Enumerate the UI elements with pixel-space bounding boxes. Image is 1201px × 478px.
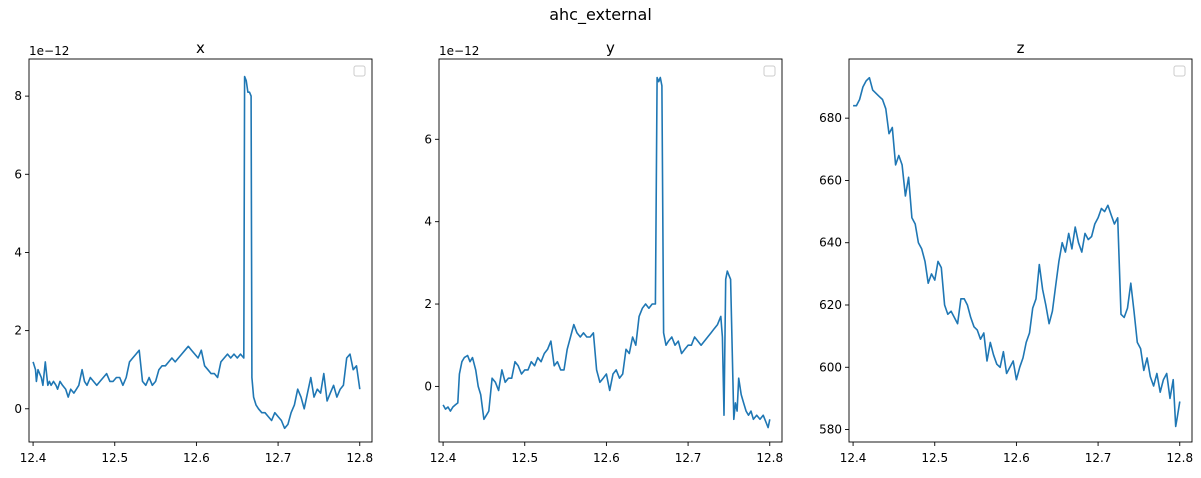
y-tick-label: 680 xyxy=(819,111,842,125)
y-tick-label: 2 xyxy=(424,297,432,311)
x-tick-label: 12.5 xyxy=(511,451,538,465)
series-line xyxy=(32,75,361,430)
y-offset-text: 1e−12 xyxy=(439,44,479,58)
x-tick-label: 12.8 xyxy=(756,451,783,465)
axes-frame xyxy=(848,58,1193,443)
y-tick-label: 620 xyxy=(819,298,842,312)
x-tick-label: 12.7 xyxy=(1085,451,1112,465)
y-tick-label: 0 xyxy=(424,379,432,393)
x-tick-label: 12.4 xyxy=(430,451,457,465)
legend-box xyxy=(353,65,366,77)
y-tick-label: 6 xyxy=(424,132,432,146)
subplot-title: x xyxy=(196,39,205,57)
subplot-z: z 12.4 12.5 12.6 12.7 12.8 580 600 620 640 660 680 xyxy=(819,39,1193,465)
y-tick-label: 8 xyxy=(14,89,22,103)
subplot-x: x 12.4 12.5 12.6 12.7 12.8 0 2 4 6 8 1e−12 xyxy=(14,39,373,465)
legend-box xyxy=(763,65,776,77)
y-tick-label: 600 xyxy=(819,360,842,374)
axes-frame xyxy=(28,58,373,443)
y-offset-text: 1e−12 xyxy=(29,44,69,58)
y-tick-label: 4 xyxy=(14,245,22,259)
y-tick-label: 4 xyxy=(424,215,432,229)
x-tick-label: 12.4 xyxy=(20,451,47,465)
series-line xyxy=(442,76,771,429)
x-tick-label: 12.7 xyxy=(265,451,292,465)
y-tick-label: 640 xyxy=(819,236,842,250)
x-tick-label: 12.4 xyxy=(840,451,867,465)
x-tick-label: 12.7 xyxy=(675,451,702,465)
subplot-y: y 12.4 12.5 12.6 12.7 12.8 0 2 4 6 1e−12 xyxy=(424,39,783,465)
x-tick-label: 12.8 xyxy=(346,451,373,465)
y-tick-label: 580 xyxy=(819,423,842,437)
x-tick-label: 12.6 xyxy=(593,451,620,465)
figure-suptitle: ahc_external xyxy=(549,5,652,24)
x-tick-label: 12.5 xyxy=(921,451,948,465)
y-tick-label: 2 xyxy=(14,324,22,338)
x-tick-label: 12.8 xyxy=(1166,451,1193,465)
legend-box xyxy=(1173,65,1186,77)
y-tick-label: 0 xyxy=(14,402,22,416)
x-tick-label: 12.6 xyxy=(183,451,210,465)
x-tick-label: 12.6 xyxy=(1003,451,1030,465)
subplot-title: y xyxy=(606,39,615,57)
subplot-title: z xyxy=(1017,39,1025,57)
y-tick-label: 660 xyxy=(819,173,842,187)
axes-frame xyxy=(438,58,783,443)
series-line xyxy=(853,76,1181,428)
x-tick-label: 12.5 xyxy=(101,451,128,465)
y-tick-label: 6 xyxy=(14,167,22,181)
